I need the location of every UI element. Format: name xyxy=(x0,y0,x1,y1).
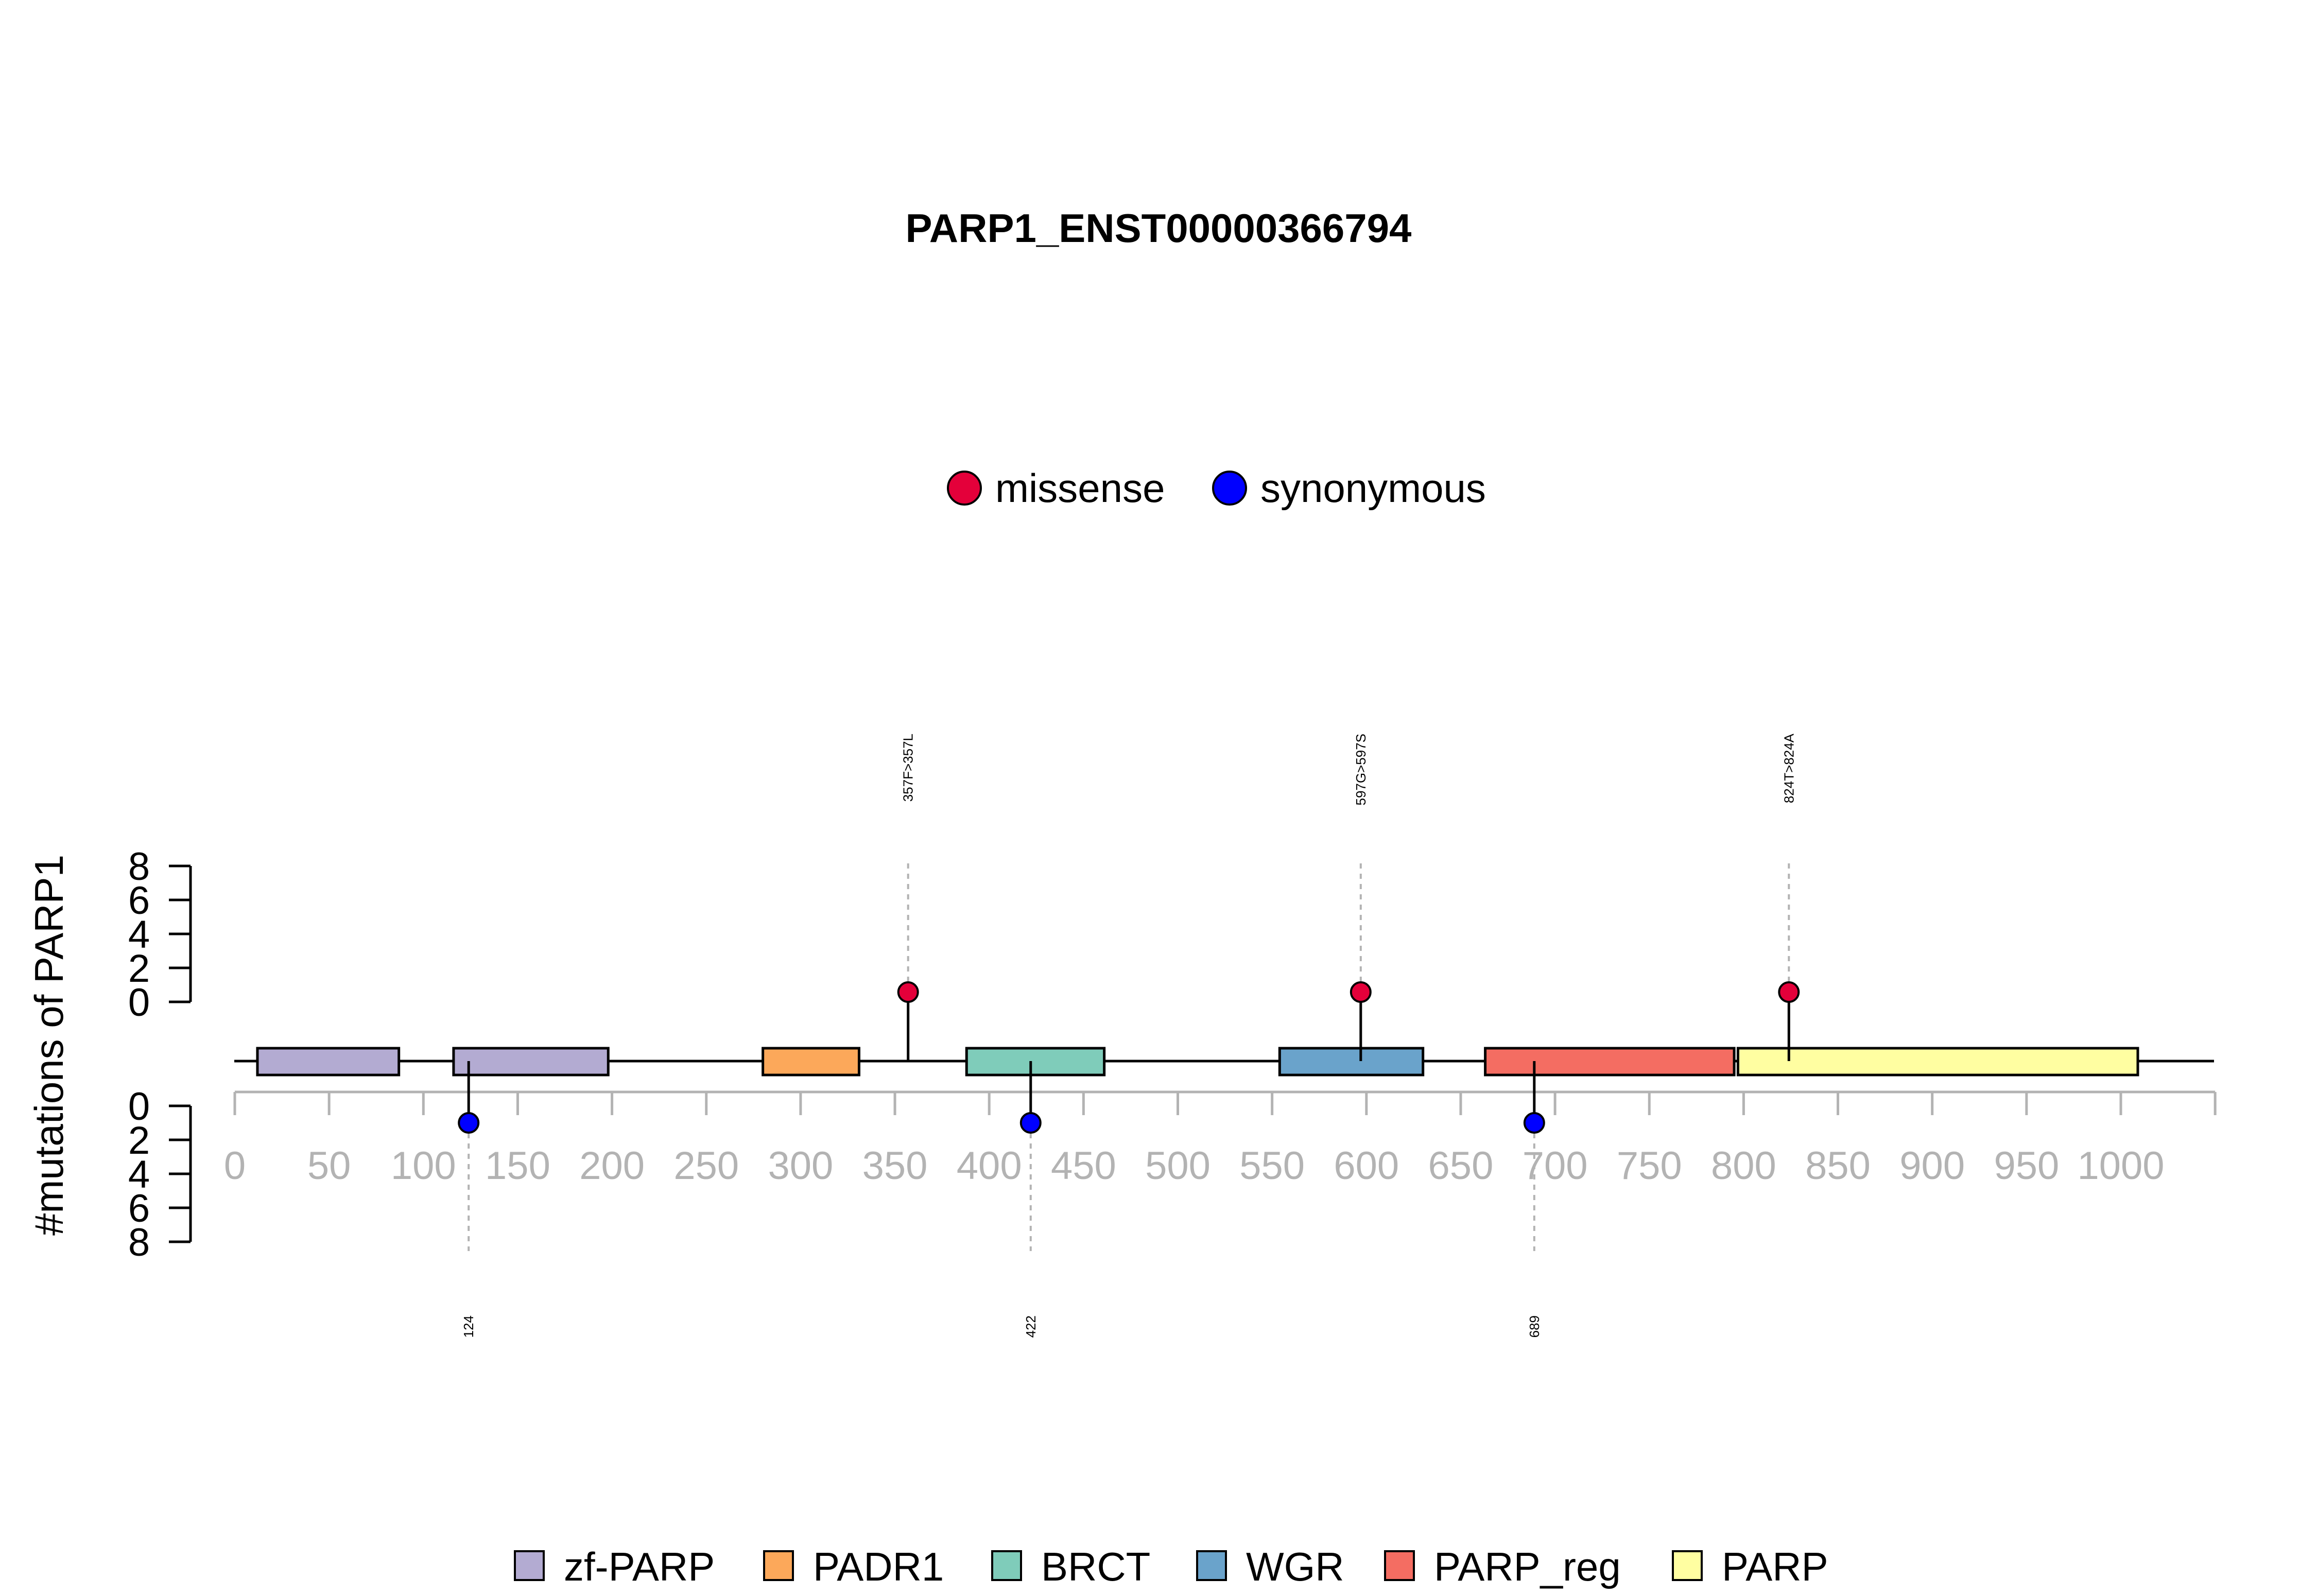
domain-zf-PARP xyxy=(256,1047,401,1077)
upper-y-tick-label: 2 xyxy=(128,947,150,991)
domain-zf-PARP xyxy=(452,1047,610,1077)
upper-y-tick-label: 4 xyxy=(128,913,150,957)
domain-PADR1 xyxy=(762,1047,860,1077)
upper-y-tick-label: 8 xyxy=(128,845,150,889)
legend-synonymous-marker xyxy=(1212,471,1247,506)
legend-BRCT-swatch xyxy=(991,1550,1022,1581)
x-tick-label: 750 xyxy=(1617,1144,1682,1188)
lollipop-head-synonymous xyxy=(1019,1112,1042,1134)
legend-PARP_reg-label: PARP_reg xyxy=(1434,1544,1621,1589)
x-tick-label: 650 xyxy=(1428,1144,1494,1188)
mutation-label: 357F>357L xyxy=(901,734,916,802)
mutation-label: 689 xyxy=(1527,1315,1542,1338)
x-tick-label: 350 xyxy=(862,1144,928,1188)
y-axis-label: #mutations of PARP1 xyxy=(26,855,72,1236)
lollipop-head-synonymous xyxy=(458,1112,480,1134)
x-tick-label: 0 xyxy=(224,1144,246,1188)
x-tick-label: 850 xyxy=(1805,1144,1871,1188)
x-tick-label: 50 xyxy=(307,1144,351,1188)
x-tick-label: 400 xyxy=(957,1144,1022,1188)
domain-PARP_reg xyxy=(1484,1047,1736,1077)
lollipop-head-missense xyxy=(897,981,919,1003)
legend-zf-PARP-swatch xyxy=(514,1550,545,1581)
legend-zf-PARP-label: zf-PARP xyxy=(564,1544,715,1589)
upper-y-tick-label: 0 xyxy=(128,981,150,1025)
legend-WGR-swatch xyxy=(1196,1550,1227,1581)
upper-y-tick-label: 6 xyxy=(128,879,150,923)
legend-PADR1-swatch xyxy=(763,1550,794,1581)
legend-PARP_reg-swatch xyxy=(1384,1550,1415,1581)
x-tick-label: 600 xyxy=(1334,1144,1399,1188)
mutation-lollipops: 357F>357L 597G>597S 824T>824A 124 422 689 xyxy=(458,733,1800,1338)
mutation-label: 824T>824A xyxy=(1781,733,1796,803)
mutation-legend: missense synonymous xyxy=(947,465,1486,511)
x-tick-label: 550 xyxy=(1239,1144,1305,1188)
x-tick-label: 100 xyxy=(391,1144,456,1188)
mutation-label: 422 xyxy=(1023,1315,1039,1338)
lower-y-tick-label: 0 xyxy=(128,1085,150,1129)
domain-legend: zf-PARP PADR1 BRCT WGR PARP_reg PARP xyxy=(514,1544,1828,1589)
x-tick-label: 150 xyxy=(485,1144,550,1188)
legend-synonymous-label: synonymous xyxy=(1260,465,1486,511)
lollipop-head-synonymous xyxy=(1523,1112,1545,1134)
x-tick-label: 700 xyxy=(1523,1144,1588,1188)
lower-y-tick-label: 6 xyxy=(128,1187,150,1230)
legend-BRCT-label: BRCT xyxy=(1041,1544,1150,1589)
lower-y-tick-label: 4 xyxy=(128,1153,150,1196)
domain-WGR xyxy=(1278,1047,1425,1077)
x-tick-label: 200 xyxy=(579,1144,645,1188)
x-tick-label: 250 xyxy=(673,1144,739,1188)
legend-PARP-label: PARP xyxy=(1722,1544,1828,1589)
x-tick-label: 500 xyxy=(1145,1144,1211,1188)
domain-PARP xyxy=(1736,1047,2139,1077)
legend-PARP-swatch xyxy=(1672,1550,1703,1581)
x-tick-label: 300 xyxy=(768,1144,833,1188)
lower-y-tick-label: 2 xyxy=(128,1119,150,1163)
x-tick-label: 450 xyxy=(1051,1144,1116,1188)
mutation-label: 597G>597S xyxy=(1353,734,1369,806)
legend-missense-marker xyxy=(947,471,982,506)
chart-title: PARP1_ENST00000366794 xyxy=(906,205,1412,251)
legend-PADR1-label: PADR1 xyxy=(813,1544,944,1589)
lollipop-head-missense xyxy=(1350,981,1372,1003)
protein-domains xyxy=(256,1047,2139,1077)
domain-BRCT xyxy=(965,1047,1106,1077)
lollipop-head-missense xyxy=(1778,981,1800,1003)
legend-WGR-label: WGR xyxy=(1246,1544,1344,1589)
x-axis: 0 50 100 150 200 250 300 350 400 450 500 550 600 650 7… xyxy=(224,1090,2217,1188)
legend-missense-label: missense xyxy=(995,465,1165,511)
x-tick-label: 800 xyxy=(1711,1144,1776,1188)
x-tick-label: 1000 xyxy=(2077,1144,2164,1188)
x-tick-label: 900 xyxy=(1899,1144,1965,1188)
lower-y-tick-label: 8 xyxy=(128,1221,150,1264)
mutation-label: 124 xyxy=(461,1315,476,1338)
x-tick-label: 950 xyxy=(1994,1144,2059,1188)
